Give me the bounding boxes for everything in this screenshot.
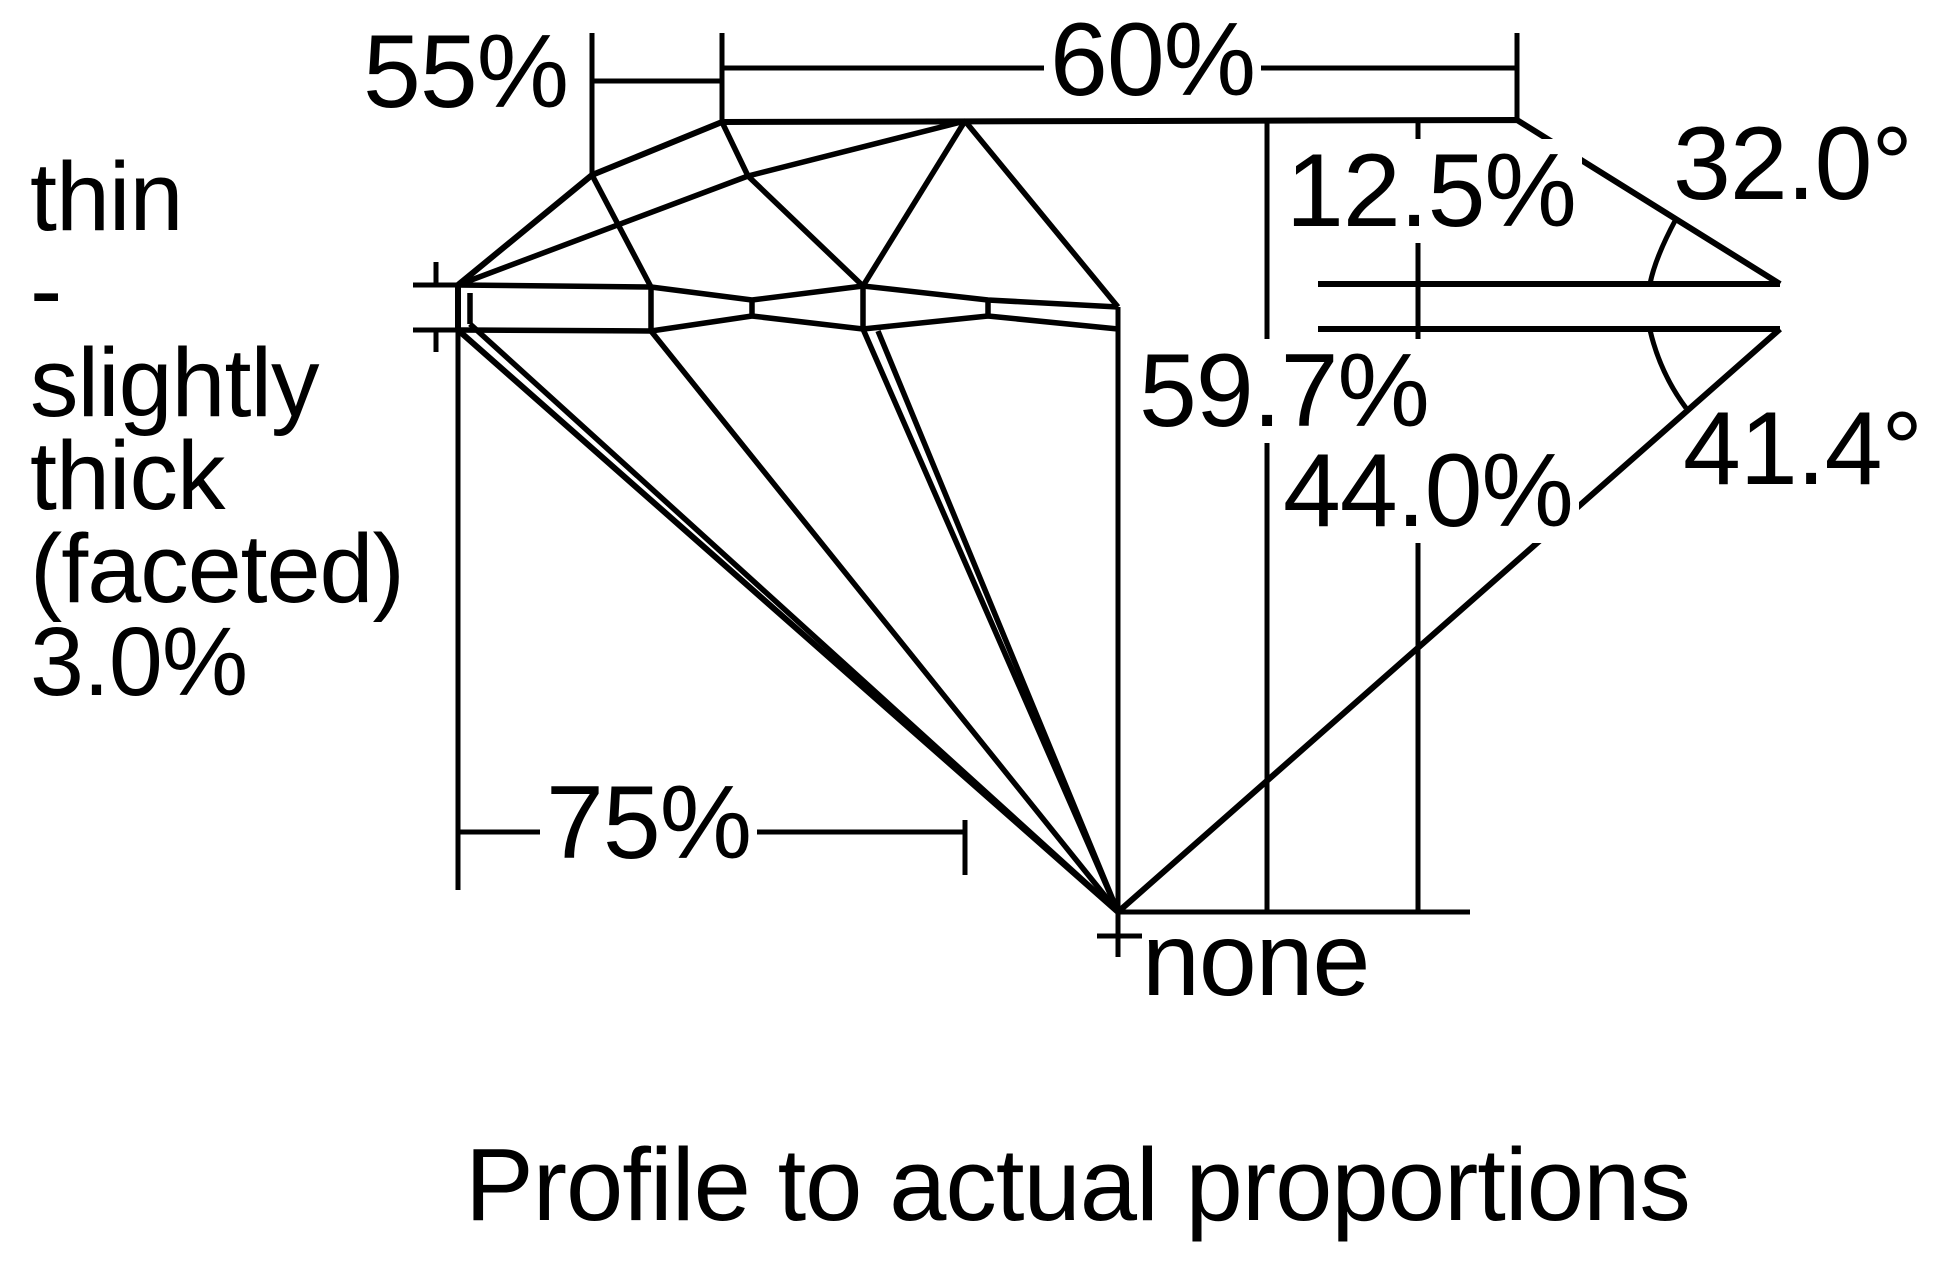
girdle-description-line: 3.0% (30, 607, 248, 716)
pavilion-angle-arc (1647, 329, 1689, 410)
crown-facets (457, 118, 1121, 309)
pavilion-depth-label: 44.0% (1277, 439, 1579, 543)
tick-marks (413, 262, 1142, 957)
table-size-label: 60% (1044, 8, 1262, 112)
girdle-description-line: thin (30, 142, 183, 251)
crown-angle-label: 32.0° (1673, 106, 1913, 222)
girdle-description: thin - slightly thick (faceted) 3.0% (30, 142, 405, 716)
girdle-description-line: - (30, 235, 62, 344)
total-depth-label: 59.7% (1133, 339, 1435, 443)
girdle-lower-tick (413, 327, 458, 352)
pavilion-angle-label: 41.4° (1683, 391, 1923, 507)
girdle-description-line: slightly (30, 328, 319, 437)
crown-height-label: 12.5% (1280, 139, 1582, 243)
girdle-band-dividers (467, 286, 991, 331)
girdle-facets (457, 282, 1119, 334)
crown-angle-arc (1647, 217, 1679, 285)
pavilion-facets (468, 321, 1121, 915)
pavilion-outline (455, 285, 1782, 915)
star-length-label: 55% (363, 14, 569, 130)
star-length-bracket (589, 33, 725, 175)
girdle-band-lower-edge (457, 313, 1119, 334)
angle-arcs (1647, 217, 1689, 410)
lower-half-label: 75% (540, 771, 758, 875)
girdle-band-upper-edge (457, 282, 1119, 310)
culet-tick (1097, 912, 1142, 957)
girdle-description-line: thick (30, 421, 225, 530)
girdle-description-line: (faceted) (30, 514, 405, 623)
diagram-caption: Profile to actual proportions (465, 1127, 1691, 1242)
culet-label: none (1142, 902, 1370, 1018)
girdle-upper-tick (413, 262, 458, 288)
